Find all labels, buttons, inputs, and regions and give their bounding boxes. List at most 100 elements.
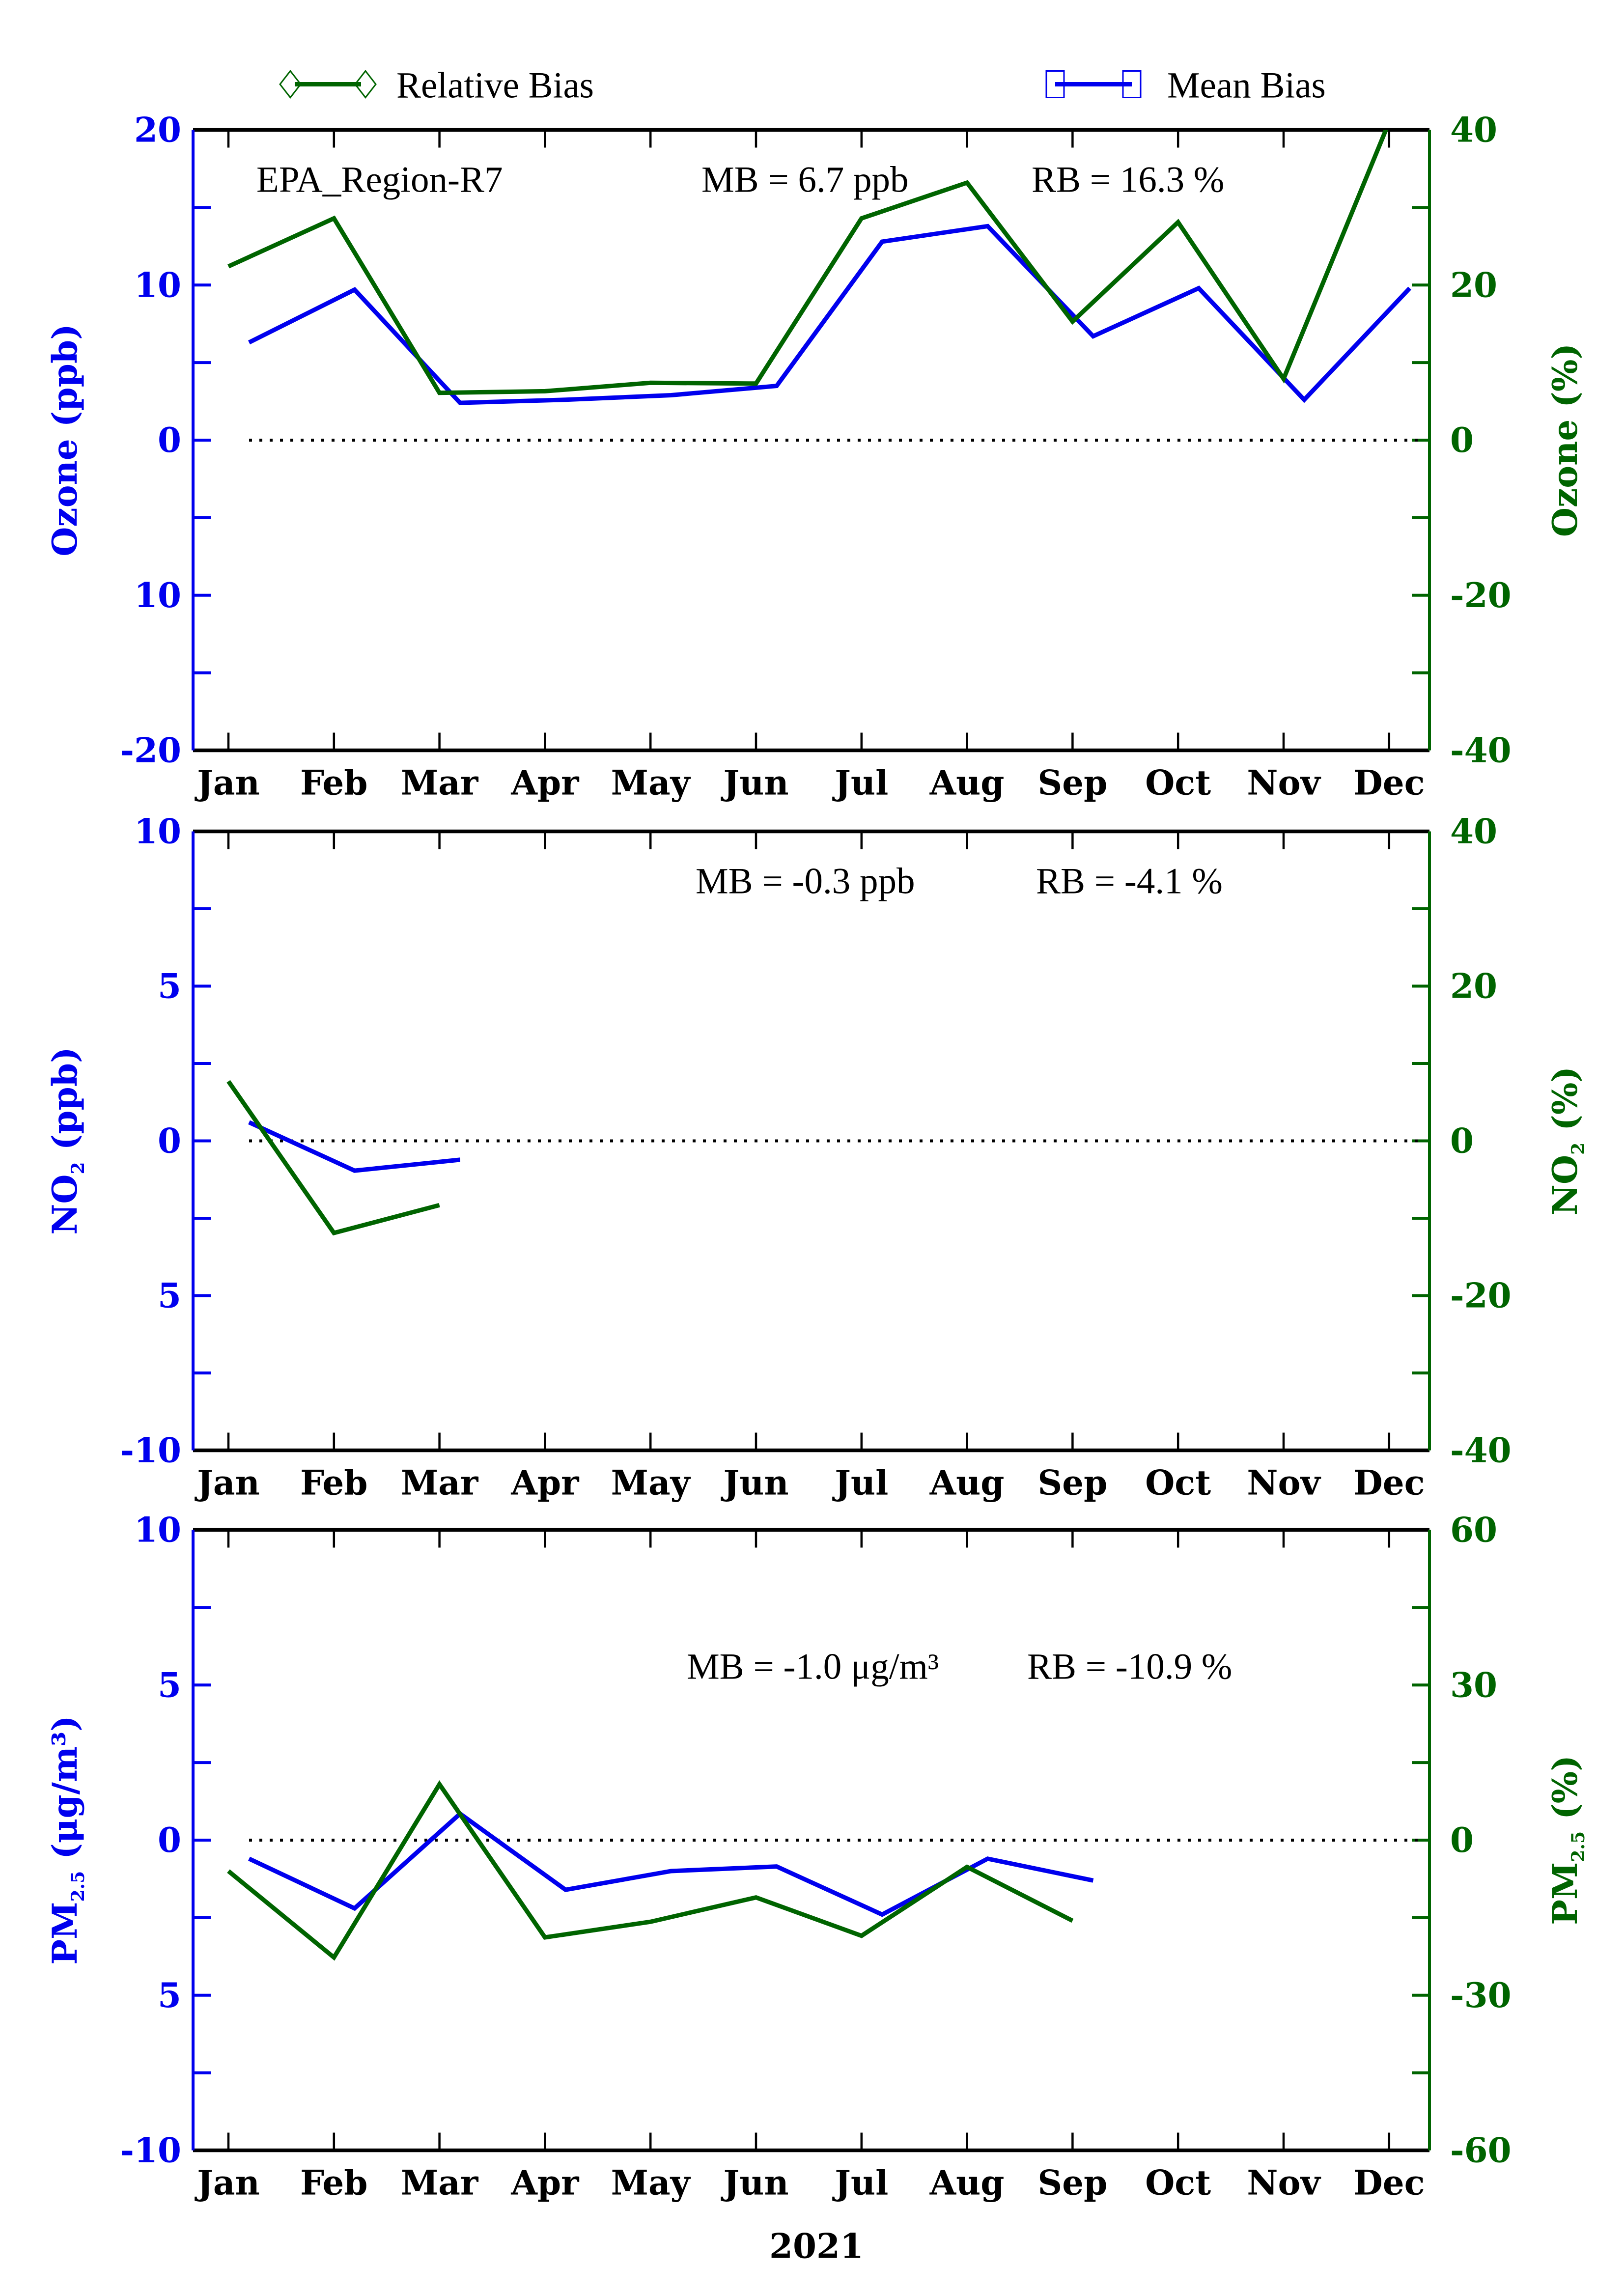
legend-mean-bias: Mean Bias bbox=[1045, 65, 1326, 106]
y-right-tick-label: -40 bbox=[1450, 1431, 1512, 1471]
x-tick-label: Mar bbox=[401, 2163, 479, 2203]
y-right-tick-label: -30 bbox=[1450, 1976, 1512, 2015]
x-tick-label: Sep bbox=[1037, 2163, 1107, 2203]
diamond-icon bbox=[279, 70, 302, 99]
axis-title-unit: (ppb) bbox=[45, 1047, 85, 1162]
y-right-tick-label: 40 bbox=[1450, 812, 1497, 852]
y-right-tick-label: 60 bbox=[1450, 1511, 1497, 1550]
axis-title-text: PM bbox=[45, 1902, 85, 1964]
x-tick-label: Oct bbox=[1145, 1463, 1211, 1503]
y-left-axis-title: Ozone (ppb) bbox=[45, 324, 85, 556]
y-right-tick-label: -40 bbox=[1450, 731, 1512, 771]
y-left-tick-label: 20 bbox=[134, 111, 181, 150]
x-tick-label: Dec bbox=[1353, 1463, 1425, 1503]
mean-bias-stat: MB = -1.0 μg/m³ bbox=[687, 1647, 939, 1687]
y-right-tick-label: 0 bbox=[1450, 1820, 1474, 1860]
y-left-tick-label: 0 bbox=[158, 1121, 181, 1161]
x-tick-label: Jul bbox=[832, 2163, 888, 2203]
y-left-axis-title: NO2 (ppb) bbox=[45, 1047, 88, 1234]
y-left-axis-title: PM2.5 (μg/m³) bbox=[45, 1715, 88, 1964]
x-tick-label: Jan bbox=[194, 763, 260, 803]
legend-mean-bias-label: Mean Bias bbox=[1167, 65, 1326, 106]
x-tick-label: Feb bbox=[300, 1463, 367, 1503]
mean-bias-line bbox=[248, 1120, 461, 1173]
axis-title-text: PM bbox=[1545, 1862, 1585, 1925]
y-left-tick-label: 10 bbox=[134, 265, 181, 305]
series-group bbox=[226, 1080, 461, 1236]
axis-title-text: Ozone (%) bbox=[1545, 343, 1585, 537]
x-tick-label: Jun bbox=[721, 763, 789, 803]
series-group bbox=[227, 130, 1412, 405]
y-left-tick-label: 10 bbox=[134, 1511, 181, 1550]
y-left-tick-label: 10 bbox=[134, 576, 181, 616]
x-tick-label: Oct bbox=[1145, 2163, 1211, 2203]
square-icon bbox=[1045, 70, 1065, 98]
y-right-tick-label: 20 bbox=[1450, 967, 1497, 1007]
axis-title-subscript: 2.5 bbox=[1568, 1831, 1589, 1862]
x-tick-label: Oct bbox=[1145, 763, 1211, 803]
axis-title-subscript: 2 bbox=[1568, 1143, 1589, 1155]
mean-bias-stat: MB = 6.7 ppb bbox=[701, 160, 909, 200]
relative-bias-line bbox=[227, 1780, 1074, 1961]
x-tick-label: May bbox=[611, 2163, 691, 2203]
relative-bias-line bbox=[227, 130, 1389, 395]
y-left-tick-label: 0 bbox=[158, 1820, 181, 1860]
x-tick-label: Jan bbox=[194, 1463, 260, 1503]
panel-ozone: Jan Feb Mar Apr May Jun Jul Aug Sep Oct Nov Dec 20 10… bbox=[45, 111, 1585, 803]
y-left-tick-label: 5 bbox=[158, 1976, 181, 2015]
x-tick-label: Dec bbox=[1353, 2163, 1425, 2203]
x-tick-label: Feb bbox=[300, 2163, 367, 2203]
y-right-axis-title: Ozone (%) bbox=[1545, 343, 1585, 537]
axis-title-subscript: 2.5 bbox=[68, 1871, 88, 1902]
axis-title-text: Ozone (ppb) bbox=[45, 324, 85, 556]
relative-bias-line bbox=[226, 1080, 440, 1236]
y-left-tick-label: 10 bbox=[134, 812, 181, 852]
y-left-tick-label: 5 bbox=[158, 1665, 181, 1705]
diamond-icon bbox=[354, 70, 377, 99]
mean-bias-line bbox=[248, 224, 1412, 405]
square-icon bbox=[1122, 70, 1142, 98]
legend-relative-bias-label: Relative Bias bbox=[396, 65, 594, 106]
panel-no2: Jan Feb Mar Apr May Jun Jul Aug Sep Oct Nov Dec 10 5 0… bbox=[45, 812, 1589, 1503]
y-right-tick-label: 20 bbox=[1450, 265, 1497, 305]
axis-title-text: NO bbox=[1545, 1155, 1585, 1215]
y-right-axis-title: NO2 (%) bbox=[1545, 1066, 1589, 1215]
x-tick-label: Sep bbox=[1037, 1463, 1107, 1503]
x-tick-label: Jan bbox=[194, 2163, 260, 2203]
x-tick-label: Nov bbox=[1247, 2163, 1321, 2203]
x-tick-label: Apr bbox=[510, 1463, 580, 1503]
x-tick-label: Sep bbox=[1037, 763, 1107, 803]
relative-bias-stat: RB = -10.9 % bbox=[1027, 1647, 1232, 1687]
mean-bias-stat: MB = -0.3 ppb bbox=[696, 861, 915, 902]
x-tick-label: Nov bbox=[1247, 763, 1321, 803]
x-tick-label: Aug bbox=[929, 1463, 1005, 1503]
axis-title-unit: (%) bbox=[1545, 1755, 1585, 1831]
x-tick-label: Dec bbox=[1353, 763, 1425, 803]
y-right-tick-label: -20 bbox=[1450, 1276, 1512, 1316]
region-label: EPA_Region-R7 bbox=[256, 160, 503, 200]
x-tick-label: Aug bbox=[929, 763, 1005, 803]
x-tick-label: Mar bbox=[401, 1463, 479, 1503]
y-right-tick-label: 0 bbox=[1450, 1121, 1474, 1161]
x-axis-title: 2021 bbox=[769, 2227, 864, 2267]
x-tick-label: Aug bbox=[929, 2163, 1005, 2203]
panel-pm25: Jan Feb Mar Apr May Jun Jul Aug Sep Oct Nov Dec 10 5 0… bbox=[45, 1511, 1589, 2203]
y-right-tick-label: 30 bbox=[1450, 1665, 1497, 1705]
y-left-tick-label: -20 bbox=[120, 731, 181, 771]
x-tick-label: May bbox=[611, 763, 691, 803]
x-tick-label: Feb bbox=[300, 763, 367, 803]
x-tick-label: Jul bbox=[832, 1463, 888, 1503]
y-left-tick-label: 5 bbox=[158, 1276, 181, 1316]
x-tick-label: Apr bbox=[510, 2163, 580, 2203]
series-group bbox=[227, 1780, 1094, 1961]
y-right-tick-label: -60 bbox=[1450, 2131, 1512, 2171]
x-tick-label: May bbox=[611, 1463, 691, 1503]
x-tick-label: Nov bbox=[1247, 1463, 1321, 1503]
y-right-axis-title: PM2.5 (%) bbox=[1545, 1755, 1589, 1925]
relative-bias-stat: RB = 16.3 % bbox=[1032, 160, 1224, 200]
x-tick-label: Jun bbox=[721, 2163, 789, 2203]
y-right-tick-label: 40 bbox=[1450, 111, 1497, 150]
y-right-tick-label: 0 bbox=[1450, 420, 1474, 460]
